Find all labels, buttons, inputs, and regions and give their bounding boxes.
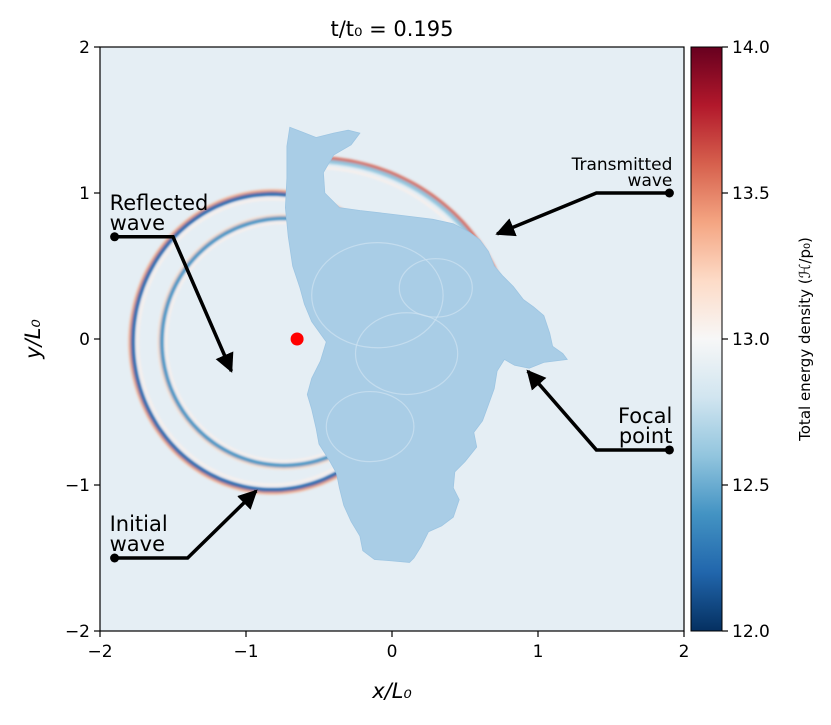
medium-ripple	[354, 312, 459, 396]
y-axis: −2 −1 0 1 2	[65, 38, 100, 642]
annotation-label: wave	[110, 211, 165, 235]
y-tick-label: −2	[65, 622, 90, 642]
x-axis-label: x/L₀	[371, 679, 412, 703]
y-axis-label: y/L₀	[21, 319, 45, 360]
annotation-label: wave	[628, 171, 673, 191]
medium-texture	[311, 242, 473, 463]
x-tick-label: −2	[87, 642, 112, 662]
source-marker	[290, 332, 304, 346]
initial-wavefront-outer	[128, 189, 411, 495]
annotation-arrow	[526, 369, 670, 452]
annotation-label: Initial	[110, 512, 168, 536]
colorbar-tick-label: 12.5	[732, 476, 770, 496]
reflected-wavefront-trail	[165, 221, 376, 463]
colorbar-tick-label: 14.0	[732, 38, 770, 58]
medium-ripple	[398, 258, 473, 318]
annotation-arrow	[114, 489, 258, 560]
initial-wavefront-trail	[136, 198, 403, 486]
colorbar-label: Total energy density (ℋ/p₀)	[796, 237, 814, 442]
x-tick-label: 0	[387, 642, 398, 662]
annotation-label: Transmitted	[571, 155, 673, 175]
colorbar-axis: 12.0 12.5 13.0 13.5 14.0	[722, 38, 770, 642]
annotation-label: Reflected	[110, 191, 209, 215]
medium-ripple	[325, 390, 415, 463]
colorbar-tick-label: 13.5	[732, 184, 770, 204]
annotation-label: wave	[110, 532, 165, 556]
y-tick-label: 0	[79, 330, 90, 350]
colorbar-tick-label: 12.0	[732, 622, 770, 642]
colorbar-tick-label: 13.0	[732, 330, 770, 350]
initial-wavefront-inner	[130, 191, 409, 492]
annotation-arrow	[495, 191, 670, 237]
y-tick-label: −1	[65, 476, 90, 496]
colorbar	[690, 46, 723, 632]
x-tick-label: 2	[679, 642, 690, 662]
annotation-layer: ReflectedwaveTransmittedwaveFocalpointIn…	[110, 155, 674, 563]
annotation-label: Focal	[618, 404, 672, 428]
x-tick-label: 1	[533, 642, 544, 662]
medium-region	[284, 126, 568, 563]
chart-title: t/t₀ = 0.195	[330, 17, 453, 41]
medium-ripple	[311, 242, 444, 349]
reflected-wavefront-inner	[159, 216, 380, 468]
y-tick-label: 1	[79, 184, 90, 204]
annotation-arrow	[114, 235, 234, 373]
plot-area	[100, 47, 684, 631]
y-tick-label: 2	[79, 38, 90, 58]
annotation-label: point	[619, 424, 673, 448]
x-axis: −2 −1 0 1 2	[87, 631, 689, 662]
x-tick-label: −1	[233, 642, 258, 662]
